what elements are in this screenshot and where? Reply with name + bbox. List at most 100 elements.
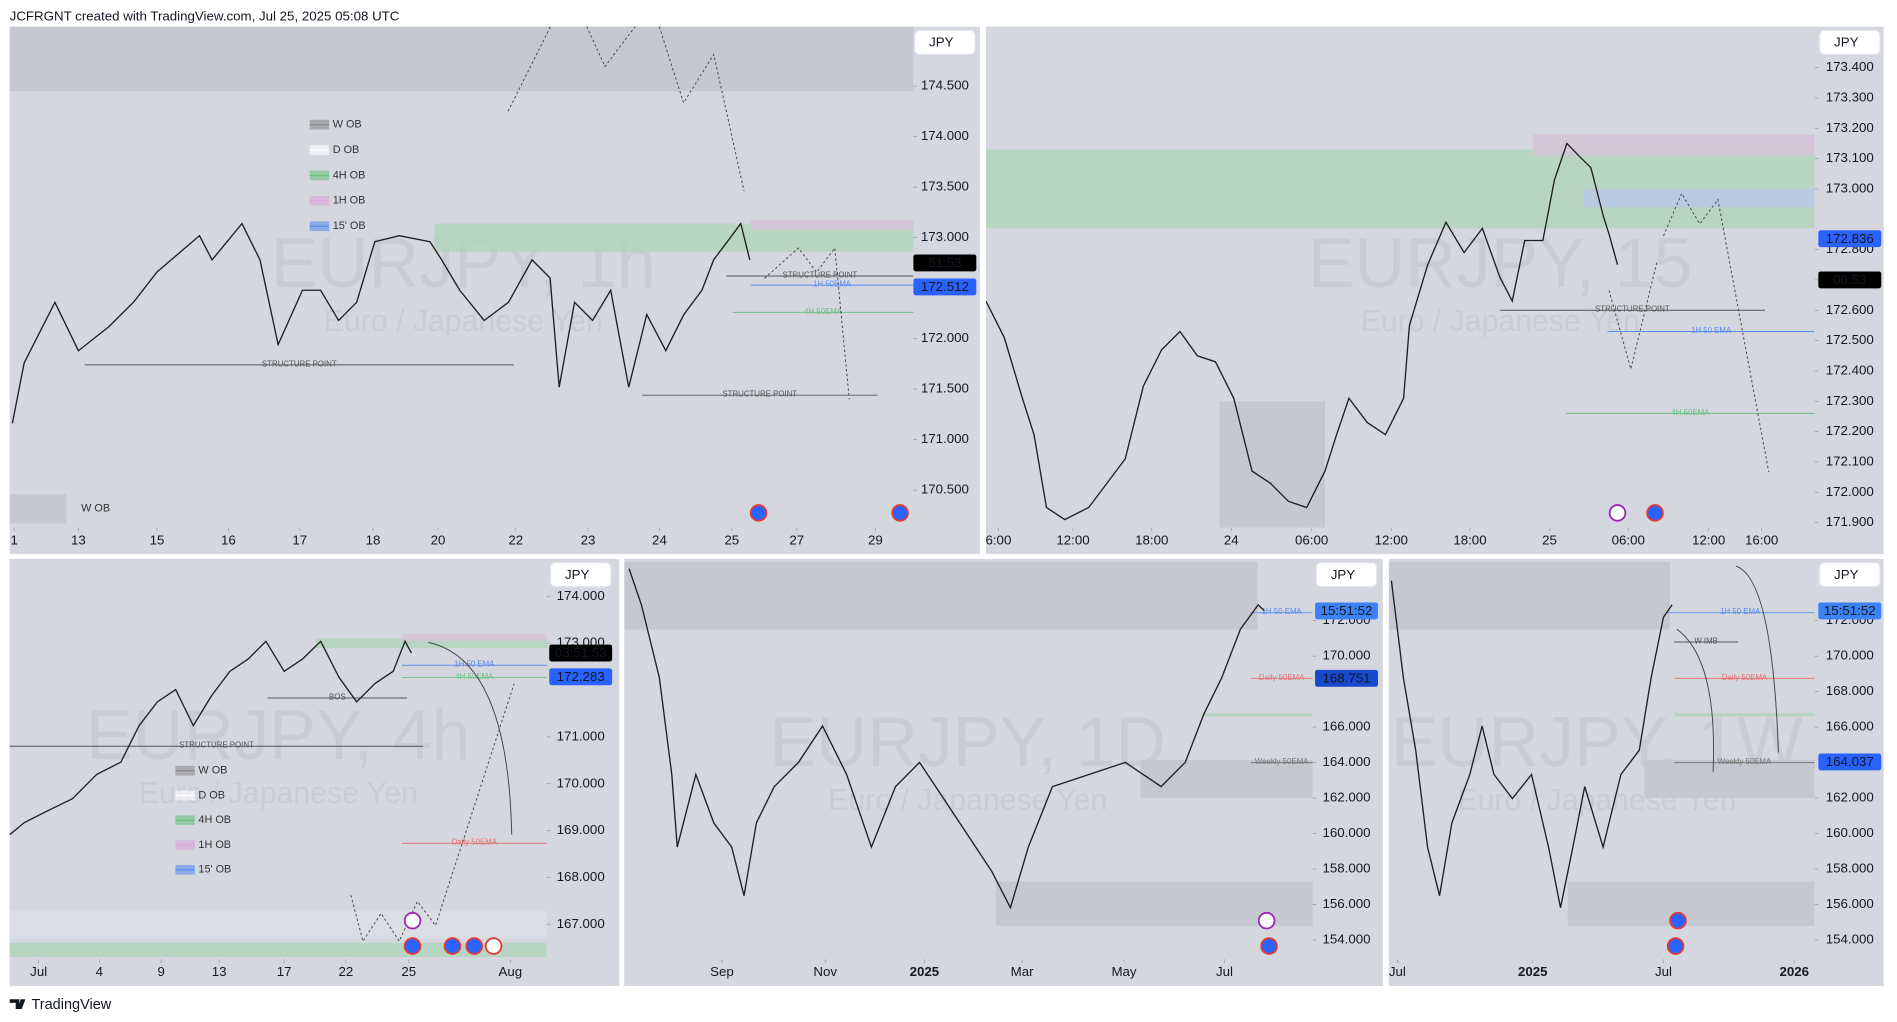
x-tick-label: 13 — [71, 532, 86, 547]
price-tag — [913, 254, 977, 272]
level-label: 1H 50EMA — [813, 280, 852, 289]
level-label: 4H 50EMA — [455, 672, 494, 681]
event-icon[interactable] — [1608, 504, 1627, 522]
y-tick-label: 160.000 — [1826, 825, 1874, 840]
projection — [1663, 192, 1770, 472]
x-tick-label: Nov — [813, 964, 837, 979]
currency: JPY — [1331, 567, 1356, 582]
x-tick-label: 18:00 — [1453, 532, 1486, 547]
currency-box — [1818, 29, 1881, 56]
x-tick-label: 9 — [157, 964, 164, 979]
y-tick-label: 162.000 — [1322, 790, 1370, 805]
y-tick-label: 158.000 — [1826, 861, 1874, 876]
watermark-title: EURJPY, 1D — [770, 702, 1166, 781]
level-label: BOS — [329, 693, 346, 702]
projection — [658, 26, 745, 192]
legend-label: W OB — [333, 118, 362, 130]
x-tick-label: 27 — [789, 532, 804, 547]
event-icon[interactable] — [1646, 504, 1664, 522]
event-icon[interactable] — [749, 504, 768, 522]
event-icon[interactable] — [1260, 937, 1278, 955]
y-tick-label: 166.000 — [1826, 719, 1874, 734]
y-tick-label: 172.600 — [1826, 302, 1874, 317]
price-tag — [549, 644, 613, 662]
x-tick-label: 2025 — [910, 964, 940, 979]
level-label: STRUCTURE POINT — [1595, 305, 1670, 314]
y-tick-label: 172.100 — [1826, 453, 1874, 468]
order-block — [750, 219, 914, 230]
event-icon[interactable] — [1666, 937, 1685, 955]
y-tick-label: 169.000 — [557, 822, 605, 837]
legend-label: 1H OB — [198, 839, 231, 851]
event-icon[interactable] — [484, 937, 503, 955]
legend-label: 1H OB — [333, 195, 366, 207]
projection — [1676, 628, 1715, 772]
x-tick-label: 29 — [868, 532, 883, 547]
y-tick-label: 172.000 — [1826, 484, 1874, 499]
x-tick-label: Jul — [1389, 964, 1406, 979]
y-tick-label: 158.000 — [1322, 861, 1370, 876]
legend-label: 15' OB — [333, 220, 366, 232]
x-tick-label: 23 — [581, 532, 596, 547]
level-label: STRUCTURE POINT — [179, 741, 254, 750]
watermark-subtitle: Euro / Japanese Yen — [324, 305, 603, 338]
y-tick-label: 171.000 — [921, 431, 969, 446]
event-icon[interactable] — [403, 911, 422, 930]
x-tick-label: 22 — [339, 964, 354, 979]
event-icon[interactable] — [443, 937, 462, 955]
order-block — [9, 494, 67, 524]
x-tick-label: 16 — [221, 532, 236, 547]
projection — [1608, 259, 1658, 371]
level-label: Weekly 50EMA — [1718, 757, 1772, 766]
level-label: 1H 50 EMA — [1691, 326, 1732, 335]
x-tick-label: 24 — [1224, 532, 1239, 547]
watermark-subtitle: Euro / Japanese Yen — [828, 784, 1107, 817]
legend-label: W OB — [198, 765, 227, 777]
event-icon[interactable] — [465, 937, 484, 955]
event-icon[interactable] — [1257, 911, 1276, 930]
event-icon[interactable] — [1669, 911, 1687, 930]
price-tag-label: 15:51:52 — [1824, 603, 1876, 618]
y-tick-label: 172.500 — [1826, 332, 1874, 347]
price-tag — [1818, 230, 1882, 248]
x-tick-label: Jul — [1216, 964, 1233, 979]
x-tick-label: 12:00 — [1375, 532, 1408, 547]
event-icon[interactable] — [891, 504, 909, 522]
level-label: STRUCTURE POINT — [722, 390, 797, 399]
y-tick-label: 172.400 — [1826, 362, 1874, 377]
currency-box — [549, 561, 612, 588]
x-tick-label: 17 — [277, 964, 292, 979]
x-tick-label: 15 — [150, 532, 165, 547]
event-icon[interactable] — [403, 937, 422, 955]
legend-label: D OB — [333, 144, 360, 156]
level-label: 4H 50EMA — [1671, 408, 1710, 417]
level-label: W IMB — [1694, 636, 1718, 645]
order-block — [1567, 881, 1815, 926]
y-tick-label: 171.900 — [1826, 514, 1874, 529]
level-label: STRUCTURE POINT — [783, 271, 858, 280]
level-label: STRUCTURE POINT — [262, 359, 337, 368]
level-label: Daily 50EMA — [1259, 673, 1305, 682]
projection — [507, 26, 551, 112]
currency: JPY — [1834, 34, 1859, 49]
y-tick-label: 172.000 — [921, 330, 969, 345]
x-tick-label: 16:00 — [1745, 532, 1778, 547]
watermark-title: EURJPY, 15 — [1308, 223, 1693, 302]
logo-mark — [9, 999, 26, 1009]
order-block — [1582, 188, 1815, 208]
x-tick-label: 24 — [652, 532, 667, 547]
currency-box — [1315, 561, 1378, 588]
y-tick-label: 173.000 — [921, 229, 969, 244]
projection — [764, 246, 850, 400]
price-line — [11, 222, 751, 424]
legend-label: D OB — [198, 789, 225, 801]
watermark-title: EURJPY, 4h — [86, 695, 471, 774]
panel-background — [9, 26, 980, 555]
x-tick-label: 12:00 — [1692, 532, 1725, 547]
